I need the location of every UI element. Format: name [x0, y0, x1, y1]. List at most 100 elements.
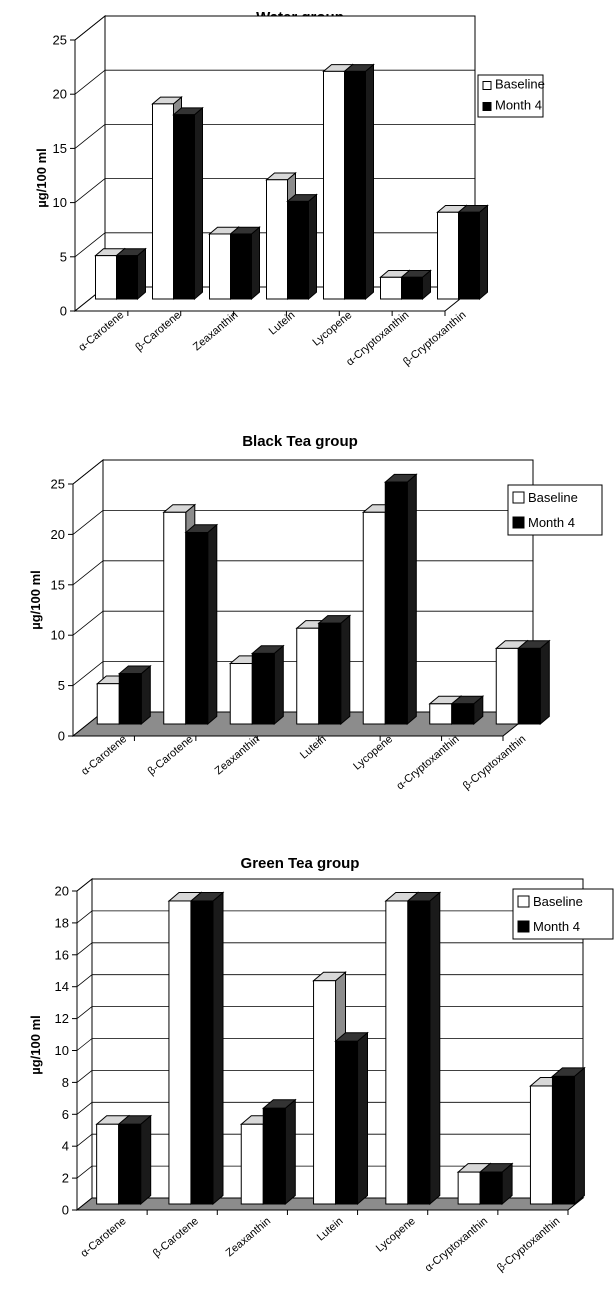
legend-swatch-month4 [512, 516, 525, 529]
bar-month4-5 [343, 63, 375, 301]
x-category-label: α-Carotene [79, 1215, 129, 1260]
legend-label: Month 4 [533, 919, 580, 934]
bar-month4-1 [115, 247, 147, 301]
gridline-side [76, 1006, 93, 1019]
bar-month4-4 [286, 193, 318, 301]
y-tick-label: 12 [55, 1011, 69, 1026]
legend-swatch-baseline [512, 491, 525, 504]
y-tick-label: 25 [51, 477, 65, 492]
y-tick-label: 16 [55, 947, 69, 962]
bar-month4-6 [450, 695, 485, 726]
y-tick-label: 0 [62, 1203, 69, 1218]
y-axis-label: µg/100 ml [34, 148, 49, 208]
x-category-label: Zeaxanthin [213, 733, 262, 777]
legend: Baseline Month 4 [477, 74, 545, 118]
legend-swatch-baseline [517, 895, 530, 908]
legend-swatch-month4 [517, 920, 530, 933]
x-category-label: β-Carotene [146, 733, 196, 778]
bar-month4-7 [457, 204, 489, 301]
gridline-side [76, 1133, 93, 1147]
legend-swatch-baseline [482, 81, 492, 90]
x-category-label: β-Carotene [151, 1215, 201, 1260]
chart-title: Green Tea group [241, 855, 360, 872]
bar-month4-6 [478, 1162, 514, 1206]
bar-month4-2 [172, 106, 204, 301]
gridline-side [72, 560, 104, 586]
x-category-label: Zeaxanthin [191, 309, 240, 353]
bar-month4-3 [229, 226, 261, 301]
y-tick-label: 15 [51, 577, 65, 592]
chart-title: Black Tea group [242, 433, 358, 450]
gridline-side [74, 15, 106, 41]
gridline-side [72, 610, 104, 636]
y-tick-label: 8 [62, 1075, 69, 1090]
x-category-label: β-Cryptoxanthin [401, 309, 468, 368]
y-tick-label: 5 [58, 678, 65, 693]
bar-month4-5 [406, 891, 442, 1206]
x-category-label: β-Carotene [133, 309, 183, 354]
bar-month4-7 [551, 1066, 586, 1206]
x-category-label: Zeaxanthin [224, 1215, 273, 1259]
x-category-label: β-Cryptoxanthin [495, 1215, 562, 1274]
bar-month4-3 [250, 644, 285, 726]
gridline-side [76, 974, 93, 988]
x-category-label: α-Carotene [79, 733, 129, 778]
chart-3: Green Tea group 0 2 4 6 8 10 12 14 16 18 20 µg/100 m… [28, 855, 614, 1274]
x-category-label: Lycopene [310, 309, 354, 349]
x-category-label: α-Cryptoxanthin [423, 1215, 490, 1274]
legend: Baseline Month 4 [512, 888, 614, 940]
bar-month4-4 [317, 614, 352, 726]
gridline-side [72, 459, 104, 485]
y-tick-label: 25 [53, 33, 67, 48]
x-category-label: Lutein [298, 733, 329, 761]
x-category-label: Lutein [315, 1215, 346, 1243]
gridline-side [72, 510, 104, 535]
x-category-label: β-Cryptoxanthin [461, 733, 528, 792]
y-tick-label: 2 [62, 1171, 69, 1186]
x-category-label: Lycopene [374, 1215, 418, 1255]
x-category-label: α-Cryptoxanthin [394, 733, 461, 792]
legend-label: Month 4 [495, 98, 542, 113]
gridline-side [72, 661, 104, 686]
y-tick-label: 18 [55, 915, 69, 930]
bar-month4-1 [117, 1114, 153, 1206]
bar-month4-2 [184, 523, 219, 726]
y-axis-label: µg/100 ml [28, 570, 43, 630]
y-tick-label: 20 [55, 884, 69, 899]
bar-month4-1 [117, 664, 152, 726]
x-category-label: Lycopene [351, 733, 395, 773]
y-tick-label: 0 [58, 729, 65, 744]
y-tick-label: 0 [60, 304, 67, 319]
x-category-label: α-Carotene [76, 309, 126, 354]
gridline-side [76, 942, 93, 956]
legend-label: Month 4 [528, 515, 575, 530]
y-tick-label: 6 [62, 1107, 69, 1122]
y-tick-label: 10 [51, 628, 65, 643]
y-tick-label: 20 [51, 527, 65, 542]
bar-month4-4 [334, 1031, 369, 1206]
bar-month4-3 [261, 1098, 297, 1206]
legend-label: Baseline [495, 77, 545, 92]
gridline-side [76, 910, 93, 924]
chart-2: Black Tea group 0 5 10 15 20 25 µg/100 ml α-Caro… [28, 433, 603, 792]
bar-month4-5 [383, 473, 418, 726]
gridline-side [76, 1165, 93, 1179]
x-category-label: Lutein [267, 309, 298, 337]
y-tick-label: 4 [62, 1139, 69, 1154]
gridline-side [74, 124, 106, 149]
y-tick-label: 5 [60, 249, 67, 264]
y-tick-label: 15 [53, 141, 67, 156]
gridline-side [76, 878, 93, 892]
y-tick-label: 10 [53, 195, 67, 210]
y-tick-label: 14 [55, 979, 69, 994]
y-tick-label: 20 [53, 87, 67, 102]
bar-month4-6 [400, 269, 432, 301]
gridline-side [74, 178, 106, 203]
y-axis-label: µg/100 ml [28, 1015, 43, 1075]
gridline-side [76, 1101, 93, 1115]
gridline-side [74, 232, 106, 258]
legend-swatch-month4 [482, 102, 492, 111]
